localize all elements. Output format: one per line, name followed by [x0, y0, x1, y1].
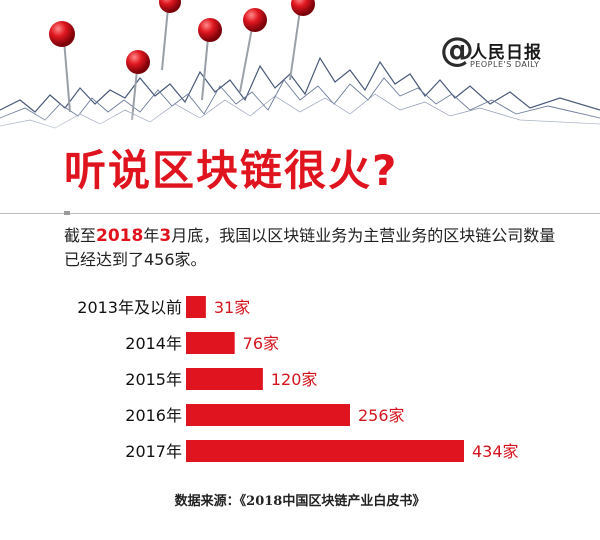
- intro-part-2: 年: [143, 226, 160, 245]
- hero-illustration: [0, 0, 600, 150]
- title-divider: [0, 213, 600, 214]
- value-label: 256家: [358, 406, 405, 425]
- push-pins: [49, 0, 315, 121]
- bar: [186, 404, 350, 426]
- peoples-daily-logo: @ 人民日报 PEOPLE'S DAILY: [440, 30, 570, 76]
- value-label: 31家: [214, 298, 250, 317]
- intro-year: 2018: [96, 226, 144, 246]
- bar: [186, 368, 263, 390]
- category-label: 2014年: [125, 334, 182, 353]
- bar: [186, 440, 464, 462]
- value-label: 434家: [472, 442, 519, 461]
- bar: [186, 296, 206, 318]
- company-count-bar-chart: 2013年及以前 31家 2014年 76家 2015年 120家 2016年 256家 201…: [77, 296, 519, 462]
- pin-icon: [198, 18, 222, 101]
- category-label: 2015年: [125, 370, 182, 389]
- page-title: 听说区块链很火?: [64, 146, 399, 195]
- intro-part-1: 截至: [64, 226, 97, 245]
- pin-icon: [49, 21, 75, 113]
- category-label: 2013年及以前: [77, 298, 182, 317]
- brand-name-en: PEOPLE'S DAILY: [470, 60, 540, 69]
- category-label: 2016年: [125, 406, 182, 425]
- intro-month: 3: [159, 226, 172, 246]
- brand-name-cn: 人民日报: [470, 43, 542, 63]
- intro-part-3: 月底，我国以区块链业务为主营业务的区块链公司数量已经达到了456家。: [64, 226, 556, 269]
- pin-icon: [289, 0, 315, 81]
- data-source: 数据来源：《2018中国区块链产业白皮书》: [174, 494, 426, 509]
- at-logo-icon: @: [440, 30, 474, 70]
- pin-icon: [159, 0, 181, 71]
- bar: [186, 332, 235, 354]
- value-label: 120家: [271, 370, 318, 389]
- value-label: 76家: [243, 334, 279, 353]
- intro-text: 截至2018年3月底，我国以区块链业务为主营业务的区块链公司数量已经达到了456…: [64, 224, 564, 271]
- pin-icon: [239, 8, 267, 93]
- category-label: 2017年: [125, 442, 182, 461]
- divider-marker: [64, 211, 70, 215]
